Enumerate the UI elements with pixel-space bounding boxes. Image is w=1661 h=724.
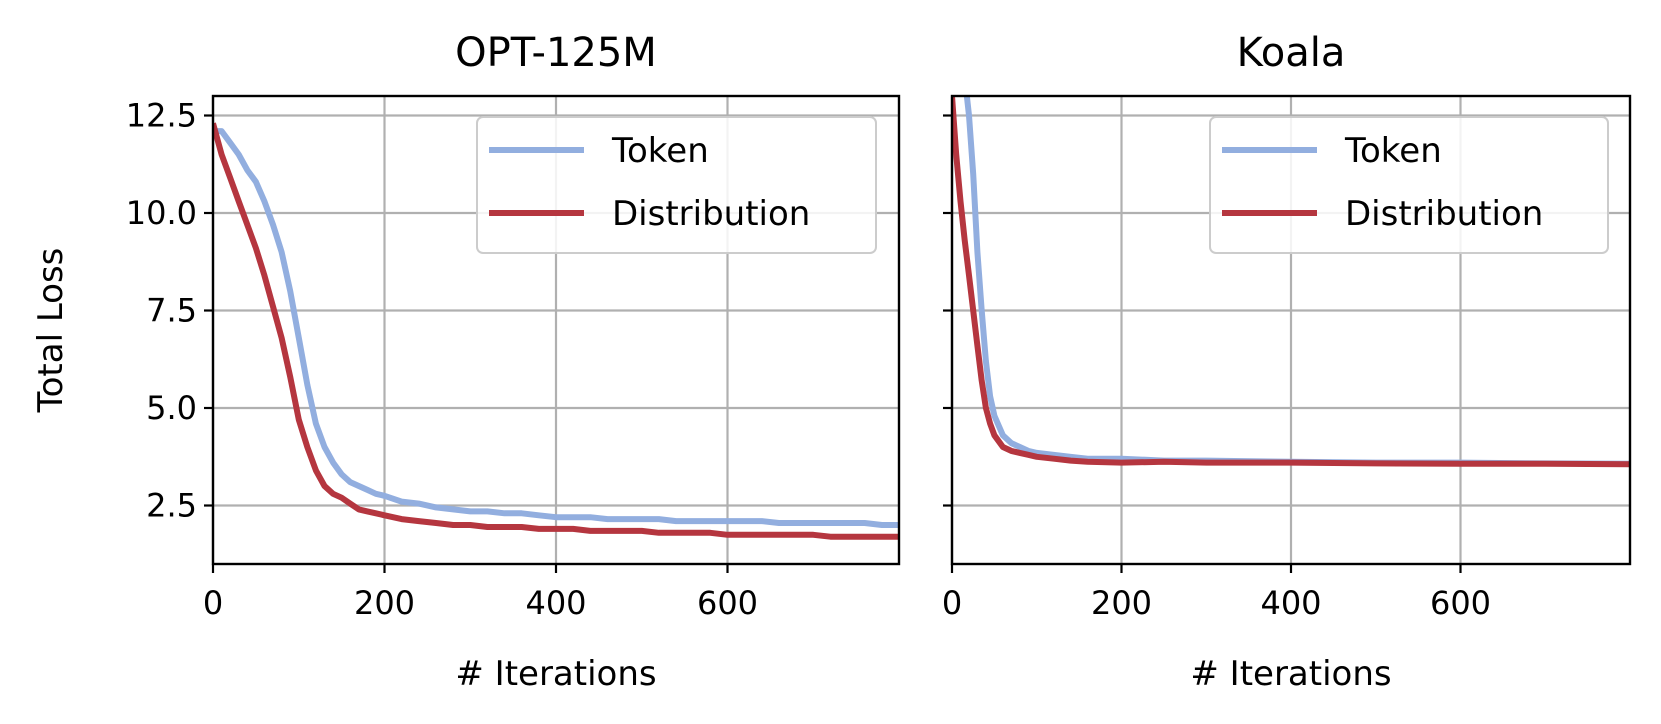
plot-area-koala xyxy=(952,96,1630,468)
plot-area-opt-125m xyxy=(213,122,899,540)
x-tick-label-opt-125m: 400 xyxy=(525,584,586,622)
y-tick-label-opt-125m: 5.0 xyxy=(146,389,197,427)
y-tick-label-opt-125m: 2.5 xyxy=(146,487,197,525)
legend-koala: Token Distribution xyxy=(1209,116,1609,254)
panel-opt-125m: 0 200 400 600 2.5 5.0 7.5 10.0 12.5 OPT-125M # I… xyxy=(31,30,901,694)
y-tick-label-opt-125m: 10.0 xyxy=(126,194,197,232)
legend-opt-125m: Token Distribution xyxy=(476,116,877,254)
x-tick-label-koala: 0 xyxy=(942,584,962,622)
chart-title-koala: Koala xyxy=(1237,30,1346,76)
chart-title-opt-125m: OPT-125M xyxy=(455,30,657,76)
x-tick-label-opt-125m: 200 xyxy=(354,584,415,622)
x-tick-label-koala: 400 xyxy=(1260,584,1321,622)
ticks-opt-125m: 0 200 400 600 2.5 5.0 7.5 10.0 12.5 xyxy=(126,97,758,623)
legend-label-token: Token xyxy=(611,131,709,171)
x-tick-label-koala: 600 xyxy=(1430,584,1491,622)
x-tick-label-koala: 200 xyxy=(1091,584,1152,622)
series-line-token-opt-125m xyxy=(213,128,899,528)
x-axis-label-koala: # Iterations xyxy=(1190,654,1391,694)
y-axis-label: Total Loss xyxy=(31,248,71,414)
series-line-distribution-koala xyxy=(952,96,1630,468)
series-line-distribution-opt-125m xyxy=(213,122,899,540)
x-tick-label-opt-125m: 600 xyxy=(697,584,758,622)
y-tick-label-opt-125m: 7.5 xyxy=(146,292,197,330)
x-tick-label-opt-125m: 0 xyxy=(203,584,223,622)
legend-label-distribution: Distribution xyxy=(612,194,810,234)
legend-label-distribution-koala: Distribution xyxy=(1345,194,1543,234)
x-axis-label-opt-125m: # Iterations xyxy=(455,654,656,694)
legend-label-token-koala: Token xyxy=(1344,131,1442,171)
panel-koala: 0 200 400 600 Koala # Iterations Token Dist… xyxy=(942,30,1632,694)
y-tick-label-opt-125m: 12.5 xyxy=(126,97,197,135)
ticks-koala: 0 200 400 600 xyxy=(942,114,1491,622)
